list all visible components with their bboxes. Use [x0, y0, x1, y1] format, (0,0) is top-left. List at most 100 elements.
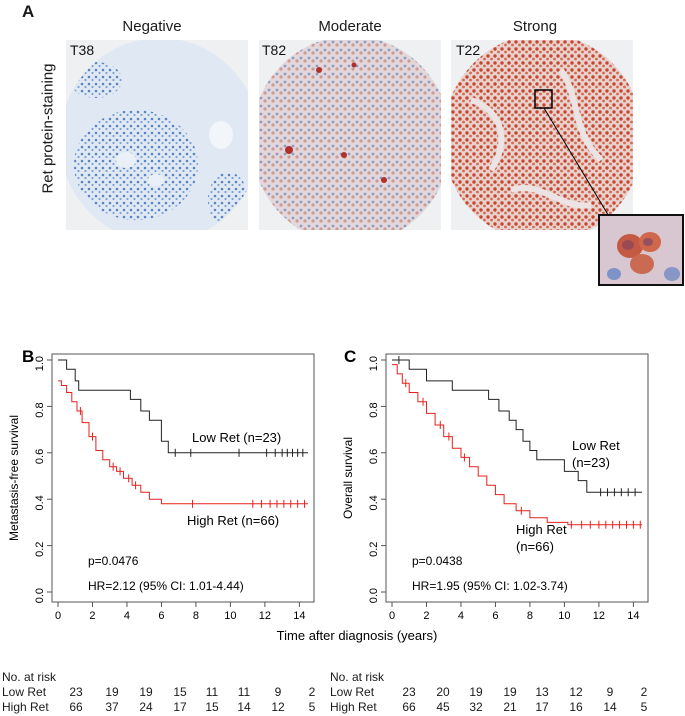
x-tick-label: 12 [593, 610, 605, 622]
risk-value: 11 [237, 685, 251, 699]
risk-value: 66 [402, 700, 416, 714]
series-label-high-ret: High Ret [516, 522, 567, 537]
x-tick-label: 8 [527, 610, 533, 622]
x-tick-label: 10 [558, 610, 570, 622]
y-tick-label: 0.4 [368, 495, 380, 510]
x-axis-label: Time after diagnosis (years) [277, 628, 438, 643]
risk-value: 45 [436, 700, 450, 714]
y-tick-label: 0.6 [368, 449, 380, 464]
series-label-n: (n=23) [572, 455, 610, 470]
risk-row-label-b-high: High Ret [2, 700, 49, 714]
risk-value: 19 [139, 685, 153, 699]
risk-value: 15 [205, 700, 219, 714]
x-tick-label: 10 [224, 610, 236, 622]
risk-row-label-c-low: Low Ret [330, 685, 375, 699]
x-tick-label: 4 [124, 610, 130, 622]
risk-value: 13 [535, 685, 549, 699]
x-tick-label: 2 [423, 610, 429, 622]
y-axis-label: Overall survival [341, 437, 355, 519]
tissue-image-strong [451, 40, 633, 230]
risk-value: 66 [69, 700, 83, 714]
x-tick-label: 14 [627, 610, 639, 622]
risk-value: 17 [535, 700, 549, 714]
x-tick-label: 8 [193, 610, 199, 622]
core-label-t82: T82 [262, 42, 287, 58]
risk-value: 2 [308, 685, 316, 699]
y-tick-label: 0.8 [34, 402, 46, 417]
risk-row-label-b-low: Low Ret [2, 685, 47, 699]
x-tick-label: 0 [55, 610, 61, 622]
risk-value: 2 [640, 685, 648, 699]
hazard-ratio: HR=2.12 (95% CI: 1.01-4.44) [88, 579, 244, 593]
survival-curve-high-ret [392, 364, 642, 526]
risk-value: 20 [436, 685, 450, 699]
survival-curve-high-ret [58, 380, 308, 505]
risk-value: 23 [402, 685, 416, 699]
plot-frame-c [385, 353, 649, 603]
x-tick-label: 0 [389, 610, 395, 622]
risk-title-b: No. at risk [2, 670, 57, 684]
y-tick-label: 0.0 [368, 588, 380, 603]
risk-value: 24 [139, 700, 153, 714]
y-tick-label: 0.8 [368, 402, 380, 417]
x-tick-label: 2 [89, 610, 95, 622]
zoom-connector [543, 107, 611, 219]
tissue-image-moderate [259, 40, 441, 230]
risk-row-label-c-high: High Ret [330, 700, 377, 714]
risk-value: 21 [503, 700, 517, 714]
risk-value: 14 [237, 700, 251, 714]
y-axis-label: Metastasis-free survival [7, 415, 21, 541]
risk-value: 16 [569, 700, 583, 714]
y-tick-label: 0.2 [34, 542, 46, 557]
series-label-high-ret: High Ret (n=66) [187, 513, 279, 528]
series-label-low-ret: Low Ret [572, 438, 620, 453]
y-tick-label: 0.0 [34, 588, 46, 603]
survival-curve-low-ret [58, 359, 308, 454]
series-label-low-ret: Low Ret (n=23) [192, 430, 281, 445]
x-tick-label: 6 [492, 610, 498, 622]
column-title-moderate: Moderate [318, 18, 382, 35]
column-title-negative: Negative [122, 18, 182, 35]
series-label-n: (n=66) [516, 539, 554, 554]
plot-frame-b [51, 353, 315, 603]
risk-value: 19 [469, 685, 483, 699]
risk-value: 32 [469, 700, 483, 714]
panel-letter-b: B [22, 347, 34, 366]
risk-value: 14 [603, 700, 617, 714]
risk-value: 5 [308, 700, 316, 714]
x-tick-label: 4 [458, 610, 464, 622]
risk-value: 15 [173, 685, 187, 699]
y-tick-label: 0.2 [368, 542, 380, 557]
risk-value: 17 [173, 700, 187, 714]
risk-value: 11 [205, 685, 219, 699]
y-tick-label: 1.0 [368, 356, 380, 371]
core-label-t22: T22 [456, 42, 481, 58]
y-tick-label: 0.4 [34, 495, 46, 510]
survival-plots: B 0.0 0.2 0.4 0.6 0.8 1.0 0 2 4 6 8 10 12 14 Metastasis… [7, 347, 649, 643]
y-tick-label: 0.6 [34, 449, 46, 464]
risk-value: 12 [271, 700, 285, 714]
x-tick-label: 6 [158, 610, 164, 622]
risk-value: 37 [105, 700, 119, 714]
risk-value: 19 [105, 685, 119, 699]
panel-letter-c: C [344, 347, 356, 366]
risk-value: 5 [640, 700, 648, 714]
p-value: p=0.0438 [412, 554, 463, 568]
panel-a-letter: A [22, 2, 35, 21]
risk-value: 19 [503, 685, 517, 699]
column-title-strong: Strong [512, 18, 558, 35]
hazard-ratio: HR=1.95 (95% CI: 1.02-3.74) [412, 579, 568, 593]
risk-title-c: No. at risk [330, 670, 385, 684]
core-label-t38: T38 [70, 42, 95, 58]
risk-value: 9 [274, 685, 282, 699]
tissue-image-negative [66, 40, 248, 230]
y-tick-label: 1.0 [34, 356, 46, 371]
zoom-inset-image [598, 214, 684, 286]
survival-curve-low-ret [392, 359, 642, 493]
x-tick-label: 12 [259, 610, 271, 622]
risk-value: 12 [569, 685, 583, 699]
risk-value: 9 [606, 685, 614, 699]
p-value: p=0.0476 [88, 554, 139, 568]
x-tick-label: 14 [293, 610, 305, 622]
risk-value: 23 [69, 685, 83, 699]
